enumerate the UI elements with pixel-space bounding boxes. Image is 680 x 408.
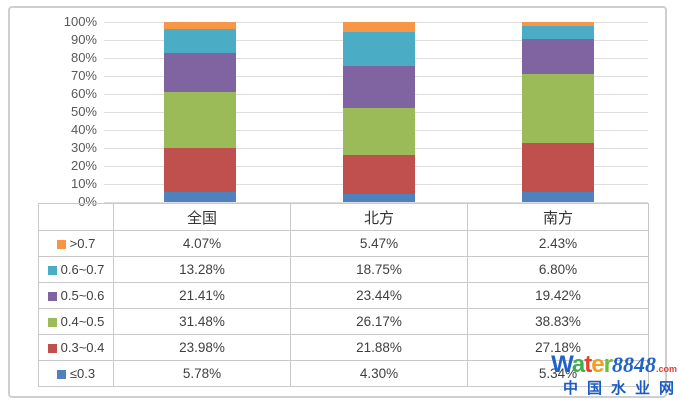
value-cell: 19.42% bbox=[467, 282, 649, 309]
value-cell: 4.07% bbox=[113, 230, 291, 257]
bar-segment bbox=[164, 29, 236, 54]
table-row: ≤0.3 5.78% 4.30% 5.34% bbox=[38, 360, 649, 387]
watermark-letter: e bbox=[591, 351, 604, 378]
y-axis-tick-label: 70% bbox=[70, 68, 97, 83]
bar-segment bbox=[343, 194, 415, 202]
table-row: 0.3~0.4 23.98% 21.88% 27.18% bbox=[38, 334, 649, 361]
table-corner-cell bbox=[38, 203, 114, 231]
y-axis-tick-label: 40% bbox=[70, 122, 97, 137]
watermark-letter: W bbox=[551, 351, 573, 378]
watermark-brand: Water8848.com bbox=[537, 353, 677, 377]
legend-label: ≤0.3 bbox=[69, 366, 96, 381]
y-axis-tick-label: 30% bbox=[70, 140, 97, 155]
y-axis-tick-label: 100% bbox=[63, 14, 97, 29]
value-cell: 38.83% bbox=[467, 308, 649, 335]
stacked-bar-3 bbox=[522, 22, 594, 202]
legend-cell: 0.3~0.4 bbox=[38, 334, 114, 361]
bar-segment bbox=[522, 22, 594, 27]
watermark-letter: t bbox=[584, 351, 592, 378]
legend-label: 0.4~0.5 bbox=[60, 314, 105, 329]
value-cell: 23.44% bbox=[290, 282, 468, 309]
gridline bbox=[104, 202, 648, 203]
table-row: 0.6~0.7 13.28% 18.75% 6.80% bbox=[38, 256, 649, 283]
stacked-bar-1 bbox=[164, 22, 236, 202]
value-cell: 31.48% bbox=[113, 308, 291, 335]
watermark-letter: a bbox=[571, 351, 585, 378]
bar-segment bbox=[343, 154, 415, 195]
value-cell: 27.18% bbox=[467, 334, 649, 361]
bar-segment bbox=[164, 53, 236, 92]
legend-swatch-icon bbox=[47, 266, 57, 275]
bar-segment bbox=[164, 148, 236, 192]
legend-label: 0.5~0.6 bbox=[60, 288, 105, 303]
bar-segment bbox=[164, 22, 236, 30]
legend-label: >0.7 bbox=[69, 236, 96, 251]
bar-segment bbox=[164, 191, 236, 202]
value-cell: 5.34% bbox=[467, 360, 649, 387]
legend-swatch-icon bbox=[56, 370, 66, 379]
category-header-cell: 北方 bbox=[290, 203, 468, 231]
y-axis-tick-label: 10% bbox=[70, 176, 97, 191]
legend-cell: >0.7 bbox=[38, 230, 114, 257]
category-header-cell: 南方 bbox=[467, 203, 649, 231]
legend-swatch-icon bbox=[47, 292, 57, 301]
legend-swatch-icon bbox=[47, 318, 57, 327]
legend-cell: 0.6~0.7 bbox=[38, 256, 114, 283]
table-row: 0.4~0.5 31.48% 26.17% 38.83% bbox=[38, 308, 649, 335]
table-row: >0.7 4.07% 5.47% 2.43% bbox=[38, 230, 649, 257]
y-axis-tick-label: 50% bbox=[70, 104, 97, 119]
value-cell: 5.78% bbox=[113, 360, 291, 387]
value-cell: 5.47% bbox=[290, 230, 468, 257]
legend-swatch-icon bbox=[56, 240, 66, 249]
value-cell: 4.30% bbox=[290, 360, 468, 387]
table-row: 0.5~0.6 21.41% 23.44% 19.42% bbox=[38, 282, 649, 309]
watermark-letter: r bbox=[603, 351, 613, 378]
legend-cell: ≤0.3 bbox=[38, 360, 114, 387]
data-table: 全国 北方 南方 >0.7 4.07% 5.47% 2.43% 0.6~0.7 13.28% 18… bbox=[38, 203, 649, 387]
y-axis-tick-label: 90% bbox=[70, 32, 97, 47]
y-axis-tick-label: 80% bbox=[70, 50, 97, 65]
y-axis-tick-label: 20% bbox=[70, 158, 97, 173]
bar-segment bbox=[343, 22, 415, 32]
legend-cell: 0.4~0.5 bbox=[38, 308, 114, 335]
value-cell: 21.88% bbox=[290, 334, 468, 361]
bar-segment bbox=[522, 26, 594, 39]
data-table-body: 全国 北方 南方 >0.7 4.07% 5.47% 2.43% 0.6~0.7 13.28% 18… bbox=[38, 203, 649, 387]
watermark-brand-number: 8848 bbox=[611, 352, 656, 377]
bar-segment bbox=[343, 107, 415, 155]
bar-segment bbox=[522, 38, 594, 74]
bar-segment bbox=[343, 31, 415, 66]
value-cell: 13.28% bbox=[113, 256, 291, 283]
legend-cell: 0.5~0.6 bbox=[38, 282, 114, 309]
bar-segment bbox=[164, 91, 236, 149]
watermark-brand-word: Water bbox=[551, 351, 613, 378]
stacked-bar-2 bbox=[343, 22, 415, 202]
value-cell: 26.17% bbox=[290, 308, 468, 335]
value-cell: 21.41% bbox=[113, 282, 291, 309]
watermark-brand-tld: .com bbox=[655, 364, 677, 374]
watermark-subtitle: 中国水业网 bbox=[562, 380, 680, 397]
value-cell: 2.43% bbox=[467, 230, 649, 257]
legend-swatch-icon bbox=[47, 344, 57, 353]
value-cell: 6.80% bbox=[467, 256, 649, 283]
value-cell: 18.75% bbox=[290, 256, 468, 283]
y-axis-tick-label: 60% bbox=[70, 86, 97, 101]
table-header-row: 全国 北方 南方 bbox=[38, 203, 649, 231]
bar-segment bbox=[522, 73, 594, 144]
watermark: Water8848.com 中国水业网 bbox=[537, 353, 680, 397]
legend-label: 0.6~0.7 bbox=[60, 262, 105, 277]
legend-label: 0.3~0.4 bbox=[60, 340, 105, 355]
bar-segment bbox=[522, 192, 594, 202]
value-cell: 23.98% bbox=[113, 334, 291, 361]
category-header-cell: 全国 bbox=[113, 203, 291, 231]
bar-segment bbox=[343, 65, 415, 108]
bar-segment bbox=[522, 143, 594, 193]
